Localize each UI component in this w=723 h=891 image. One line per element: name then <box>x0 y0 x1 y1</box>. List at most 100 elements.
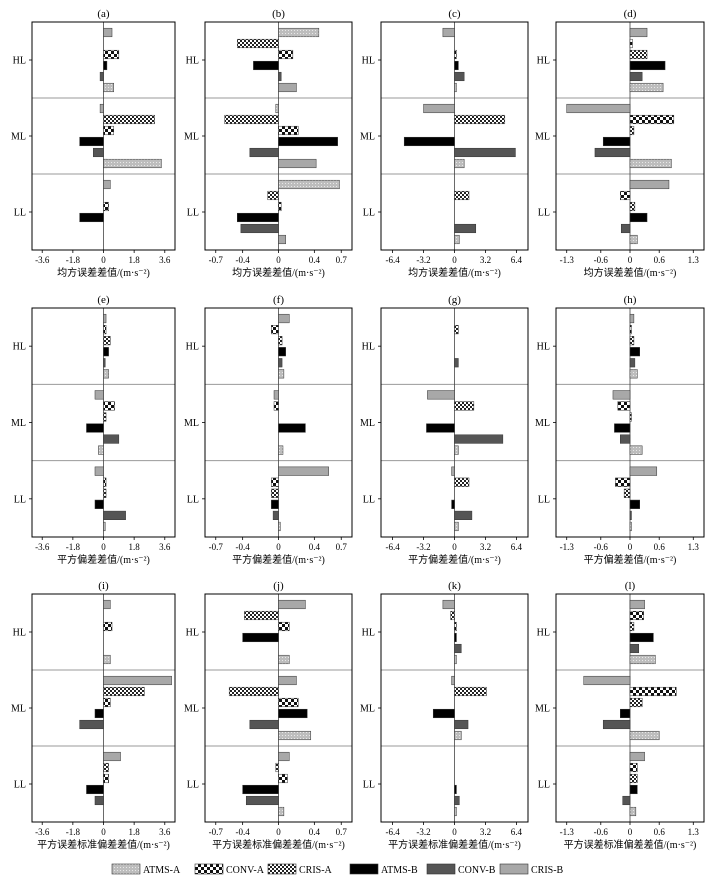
x-tick-label: -6.4 <box>385 542 400 552</box>
x-tick-label: 0 <box>101 827 106 837</box>
bar-crisB-ML <box>99 103 104 114</box>
bar-atmsA-HL <box>278 369 285 379</box>
category-label: HL <box>537 628 550 639</box>
bar-atmsB-LL <box>454 784 457 795</box>
bar-convB-ML <box>454 147 516 158</box>
legend-label: CONV-A <box>226 865 265 876</box>
bar-atmsA-ML <box>454 158 465 169</box>
panel-e: (e) HL ML LL -3.6 -1.8 0 1.8 3.6 平方偏差差值/(m·s⁻²) <box>11 294 176 566</box>
panel-label: (a) <box>97 8 110 20</box>
bar-convA-HL <box>454 49 457 60</box>
bar-atmsA-HL <box>103 369 109 379</box>
bar-convB-ML <box>602 719 631 730</box>
bar-convB-LL <box>629 510 632 520</box>
category-label: ML <box>535 132 550 143</box>
category-label: LL <box>538 780 550 791</box>
bar-crisB-HL <box>103 599 111 610</box>
x-tick-label: 1.8 <box>129 827 141 837</box>
bar-convB-ML <box>79 719 104 730</box>
bar-crisB-HL <box>629 27 648 38</box>
legend-label: CRIS-B <box>531 865 564 876</box>
bar-crisB-HL <box>278 82 297 93</box>
x-tick-label: 1.8 <box>129 542 141 552</box>
bar-crisA-ML <box>629 412 632 422</box>
bar-atmsB-HL <box>629 60 666 71</box>
bar-convB-LL <box>454 223 477 234</box>
bar-convA-HL <box>629 325 632 335</box>
x-tick-label: 0 <box>452 542 457 552</box>
x-axis-title: 平方误差标准偏差差值/(m·s⁻²) <box>564 838 697 851</box>
bar-atmsB-ML <box>94 708 104 719</box>
bar-atmsB-LL <box>237 212 279 223</box>
bar-crisB-HL <box>103 27 113 38</box>
bar-atmsA-ML <box>629 158 672 169</box>
bar-atmsB-ML <box>432 708 455 719</box>
bar-atmsB-HL <box>629 632 654 643</box>
category-label: LL <box>363 494 375 505</box>
panel-g: (g) HL ML LL -6.4 -3.2 0 3.2 6.4 平方偏差差值/(m·s⁻²) <box>360 294 529 566</box>
bar-atmsB-ML <box>278 136 338 147</box>
bar-convA-ML <box>278 697 299 708</box>
category-label: LL <box>187 780 199 791</box>
x-tick-label: 0 <box>101 255 106 265</box>
legend-item-crisA: CRIS-A <box>267 863 333 876</box>
bar-crisB-ML <box>103 675 172 686</box>
category-label: ML <box>184 132 199 143</box>
bar-atmsA-HL <box>629 654 656 665</box>
category-label: ML <box>360 418 375 429</box>
category-label: ML <box>535 704 550 715</box>
bar-atmsA-LL <box>454 521 459 532</box>
bar-crisB-HL <box>442 599 455 610</box>
bar-atmsB-LL <box>271 499 279 509</box>
bar-crisA-ML <box>103 114 155 125</box>
x-tick-label: 0 <box>628 542 633 552</box>
x-tick-label: 1.8 <box>129 255 141 265</box>
x-tick-label: 0 <box>276 827 281 837</box>
x-tick-label: 3.2 <box>480 542 491 552</box>
bar-crisB-LL <box>278 751 290 762</box>
bar-crisB-HL <box>278 599 306 610</box>
x-tick-label: -0.6 <box>594 542 609 552</box>
x-tick-label: 0.4 <box>309 255 321 265</box>
bar-atmsB-ML <box>278 708 308 719</box>
legend-label: CONV-B <box>458 865 496 876</box>
x-tick-label: 0 <box>452 827 457 837</box>
bar-convA-LL <box>103 773 109 784</box>
x-tick-label: -1.3 <box>560 827 575 837</box>
bar-crisA-ML <box>103 412 107 422</box>
bar-crisA-HL <box>629 621 635 632</box>
legend-label: ATMS-B <box>381 865 418 876</box>
bar-convA-ML <box>103 401 115 411</box>
bar-crisB-HL <box>629 313 635 324</box>
bar-convB-LL <box>454 510 473 520</box>
bar-crisB-ML <box>612 390 631 400</box>
x-tick-label: -1.8 <box>66 542 81 552</box>
x-axis-title: 均方误差差值/(m·s⁻²) <box>584 266 677 279</box>
bar-crisA-HL <box>629 49 648 60</box>
legend-swatch <box>111 863 141 875</box>
bar-convA-HL <box>629 38 633 49</box>
x-tick-label: 0 <box>276 542 281 552</box>
bar-convA-LL <box>629 762 638 773</box>
bar-convB-HL <box>278 71 282 82</box>
bar-atmsA-ML <box>103 158 162 169</box>
x-tick-label: -3.2 <box>416 827 430 837</box>
bar-atmsA-LL <box>629 521 632 532</box>
panel-h: (h) HL ML LL -1.3 -0.6 0 0.6 1.3 平方偏差差值/(m·s⁻²) <box>535 294 705 566</box>
x-tick-label: -0.4 <box>236 542 251 552</box>
x-tick-label: 0 <box>452 255 457 265</box>
bar-crisA-ML <box>454 114 506 125</box>
bar-convB-ML <box>93 147 104 158</box>
category-label: LL <box>187 494 199 505</box>
x-tick-label: 0.6 <box>654 255 666 265</box>
bar-atmsA-ML <box>629 445 643 455</box>
bar-convA-LL <box>620 190 631 201</box>
panel-j: (j) HL ML LL -0.7 -0.4 0 0.4 0.7平方误差标准偏差差值/(m·s⁻… <box>184 580 353 851</box>
bar-crisB-HL <box>103 313 107 324</box>
bar-atmsB-HL <box>629 347 640 357</box>
x-tick-label: -6.4 <box>385 255 400 265</box>
legend-item-atmsB: ATMS-B <box>349 863 418 876</box>
bar-atmsA-LL <box>454 806 457 817</box>
x-tick-label: -0.4 <box>236 255 251 265</box>
category-label: HL <box>362 342 375 353</box>
